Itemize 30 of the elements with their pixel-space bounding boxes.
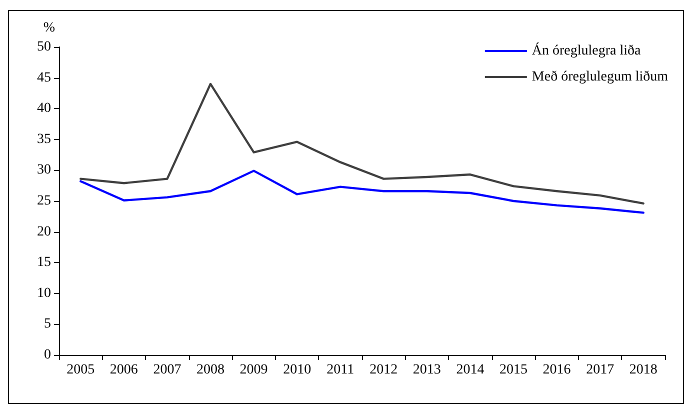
x-tick-label: 2008 <box>196 362 224 378</box>
y-tick-label: 50 <box>37 40 51 54</box>
x-tick-label: 2011 <box>326 362 354 378</box>
x-tick-label: 2012 <box>370 362 398 378</box>
x-tick-label: 2014 <box>456 362 484 378</box>
x-tick-label: 2005 <box>66 362 95 378</box>
x-tick-label: 2013 <box>412 362 441 378</box>
line-series <box>80 170 644 214</box>
x-tick-label: 2009 <box>240 362 268 378</box>
y-tick-label: 40 <box>37 101 51 116</box>
x-tick-label: 2017 <box>586 362 614 378</box>
y-tick-label: 10 <box>37 286 51 301</box>
x-tick-label: 2007 <box>153 362 182 378</box>
y-axis-title: % <box>43 20 56 36</box>
y-tick-label: 0 <box>44 348 51 362</box>
y-tick-label: 45 <box>37 70 51 86</box>
x-tick-label: 2016 <box>542 362 571 378</box>
x-tick-label: 2010 <box>283 362 312 378</box>
y-tick-label: 35 <box>37 132 51 147</box>
y-tick-label: 20 <box>37 224 51 240</box>
y-tick-label: 30 <box>37 162 51 178</box>
legend-label: Með óreglulegum liðum <box>532 70 668 84</box>
line-series <box>80 82 644 205</box>
y-tick-label: 15 <box>37 255 51 270</box>
x-tick-label: 2015 <box>500 362 528 378</box>
y-tick-label: 5 <box>44 316 51 332</box>
legend-label: Án óreglulegra liða <box>532 42 642 58</box>
x-tick-label: 2018 <box>629 362 658 378</box>
x-tick-label: 2006 <box>110 362 138 378</box>
y-tick-label: 25 <box>37 194 51 208</box>
